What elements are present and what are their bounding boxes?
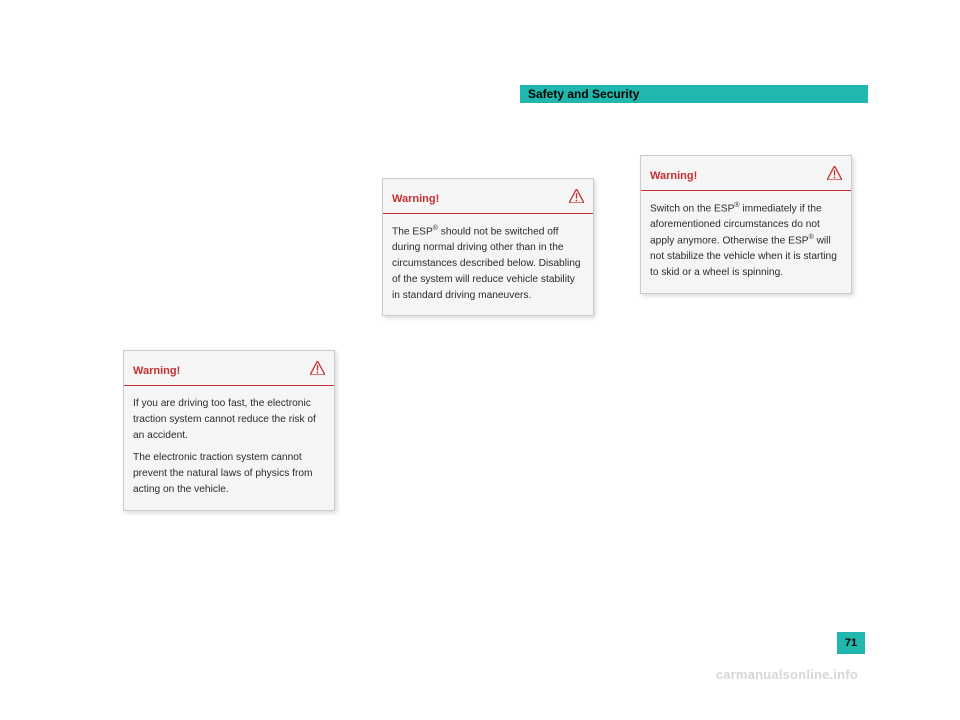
warning-box: Warning! If you are driving too fast, th…	[123, 350, 335, 511]
warning-box: Warning! The ESP® should not be switched…	[382, 178, 594, 316]
warning-body: If you are driving too fast, the electro…	[124, 386, 334, 510]
warning-body: The ESP® should not be switched off duri…	[383, 214, 593, 315]
warning-paragraph: The ESP® should not be switched off duri…	[392, 224, 584, 303]
warning-title: Warning!	[392, 193, 439, 205]
page-number: 71	[845, 637, 857, 649]
warning-paragraph: If you are driving too fast, the electro…	[133, 396, 325, 443]
warning-body: Switch on the ESP® immediately if the af…	[641, 191, 851, 293]
warning-triangle-icon	[569, 189, 584, 208]
section-title: Safety and Security	[528, 87, 639, 101]
warning-box: Warning! Switch on the ESP® immediately …	[640, 155, 852, 294]
warning-triangle-icon	[827, 166, 842, 185]
warning-title: Warning!	[650, 170, 697, 182]
warning-triangle-icon	[310, 361, 325, 380]
warning-paragraph: Switch on the ESP® immediately if the af…	[650, 201, 842, 281]
watermark: carmanualsonline.info	[716, 667, 858, 682]
warning-header: Warning!	[383, 179, 593, 214]
section-header: Safety and Security	[520, 85, 868, 103]
warning-header: Warning!	[641, 156, 851, 191]
warning-paragraph: The electronic traction system cannot pr…	[133, 450, 325, 497]
page-number-tab: 71	[837, 632, 865, 654]
warning-header: Warning!	[124, 351, 334, 386]
warning-title: Warning!	[133, 365, 180, 377]
